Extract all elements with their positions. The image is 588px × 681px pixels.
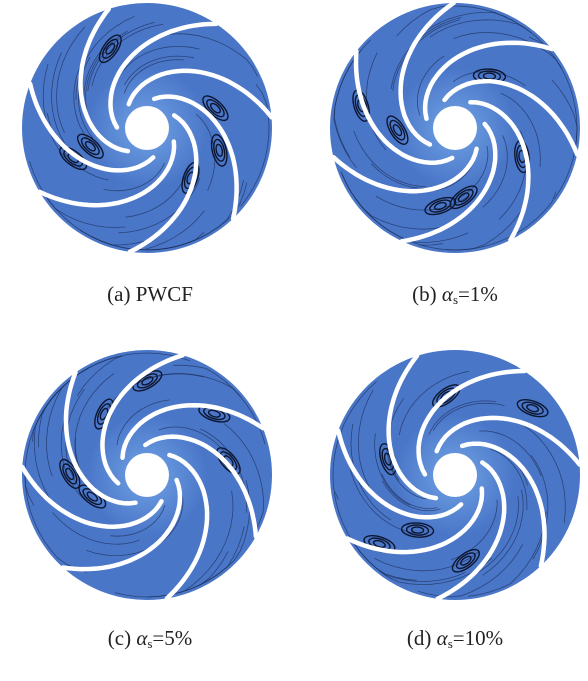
caption-c: (c) αs=5% (0, 626, 300, 652)
hub (125, 106, 169, 150)
impeller (330, 350, 580, 600)
caption-b: (b) αs=1% (305, 282, 588, 308)
panel-label: (c) (108, 626, 131, 650)
symbol: α (442, 282, 453, 306)
hub (433, 453, 477, 497)
symbol: α (136, 626, 147, 650)
panel-label: (a) (107, 282, 130, 306)
impeller (22, 3, 272, 253)
figure: (a) PWCF (b) αs=1% (c) αs=5% (d) αs=10% (0, 0, 588, 681)
panel-caption: =1% (458, 282, 498, 306)
panel-label: (b) (412, 282, 437, 306)
caption-d: (d) αs=10% (305, 626, 588, 652)
impeller (22, 350, 272, 600)
panel-label: (d) (407, 626, 432, 650)
caption-a: (a) PWCF (0, 282, 300, 307)
hub (125, 453, 169, 497)
symbol: α (437, 626, 448, 650)
panel-caption: PWCF (136, 282, 193, 306)
impeller-panels (0, 0, 588, 681)
panel-caption: =5% (152, 626, 192, 650)
panel-caption: =10% (453, 626, 503, 650)
hub (433, 106, 477, 150)
impeller (330, 3, 580, 253)
